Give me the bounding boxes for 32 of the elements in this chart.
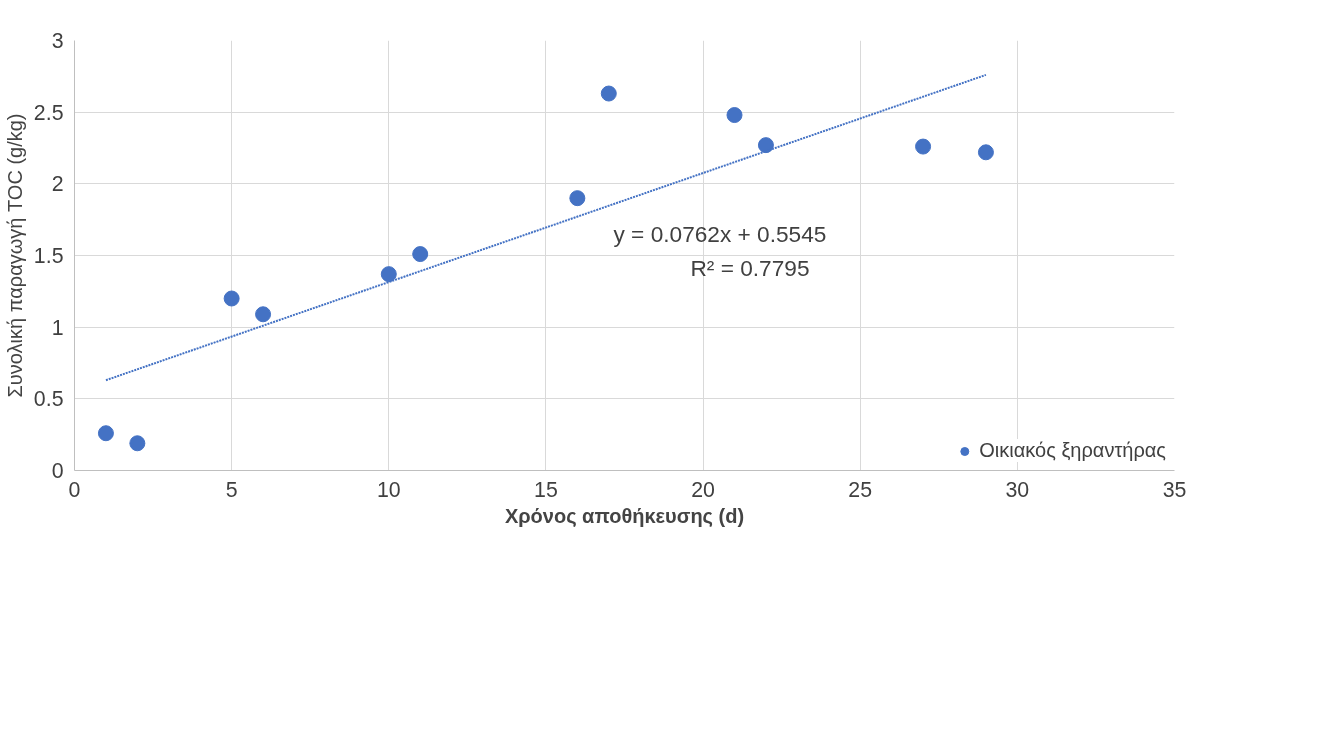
y-tick-label: 2 [51, 172, 64, 197]
point [757, 137, 774, 154]
y-tick-label: 2.5 [33, 100, 64, 125]
y-tick-label: 1.5 [33, 244, 64, 268]
legend-label: Οικιακός ξηραντήρας [979, 439, 1166, 462]
x-tick-label: 35 [1162, 477, 1187, 502]
point [223, 290, 240, 307]
point [600, 85, 617, 102]
y-axis-title: Συνολική παραγωγή TOC (g/kg) [3, 113, 26, 398]
x-tick-label: 15 [534, 477, 558, 502]
x-tick-label: 10 [376, 477, 401, 502]
x-tick-label: 20 [691, 477, 716, 502]
x-tick-label: 30 [1005, 477, 1030, 502]
x-tick-label: 0 [68, 477, 81, 502]
x-tick-label: 25 [848, 477, 873, 502]
x-axis-title: Χρόνος αποθήκευσης (d) [504, 504, 745, 527]
point [129, 435, 146, 452]
y-tick-label: 0.5 [33, 387, 64, 412]
point [915, 138, 932, 155]
y-tick-label: 1 [51, 315, 64, 340]
point [412, 246, 429, 263]
point [977, 144, 994, 161]
point [97, 425, 114, 442]
point [726, 107, 743, 124]
annotation: R² = 0.7795 [690, 255, 810, 282]
point [569, 190, 586, 207]
y-tick-label: 3 [51, 29, 64, 53]
x-tick-label: 5 [225, 477, 238, 502]
point [255, 306, 272, 323]
annotation: y = 0.0762x + 0.5545 [613, 221, 827, 247]
point [380, 266, 397, 283]
y-tick-label: 0 [51, 459, 64, 483]
